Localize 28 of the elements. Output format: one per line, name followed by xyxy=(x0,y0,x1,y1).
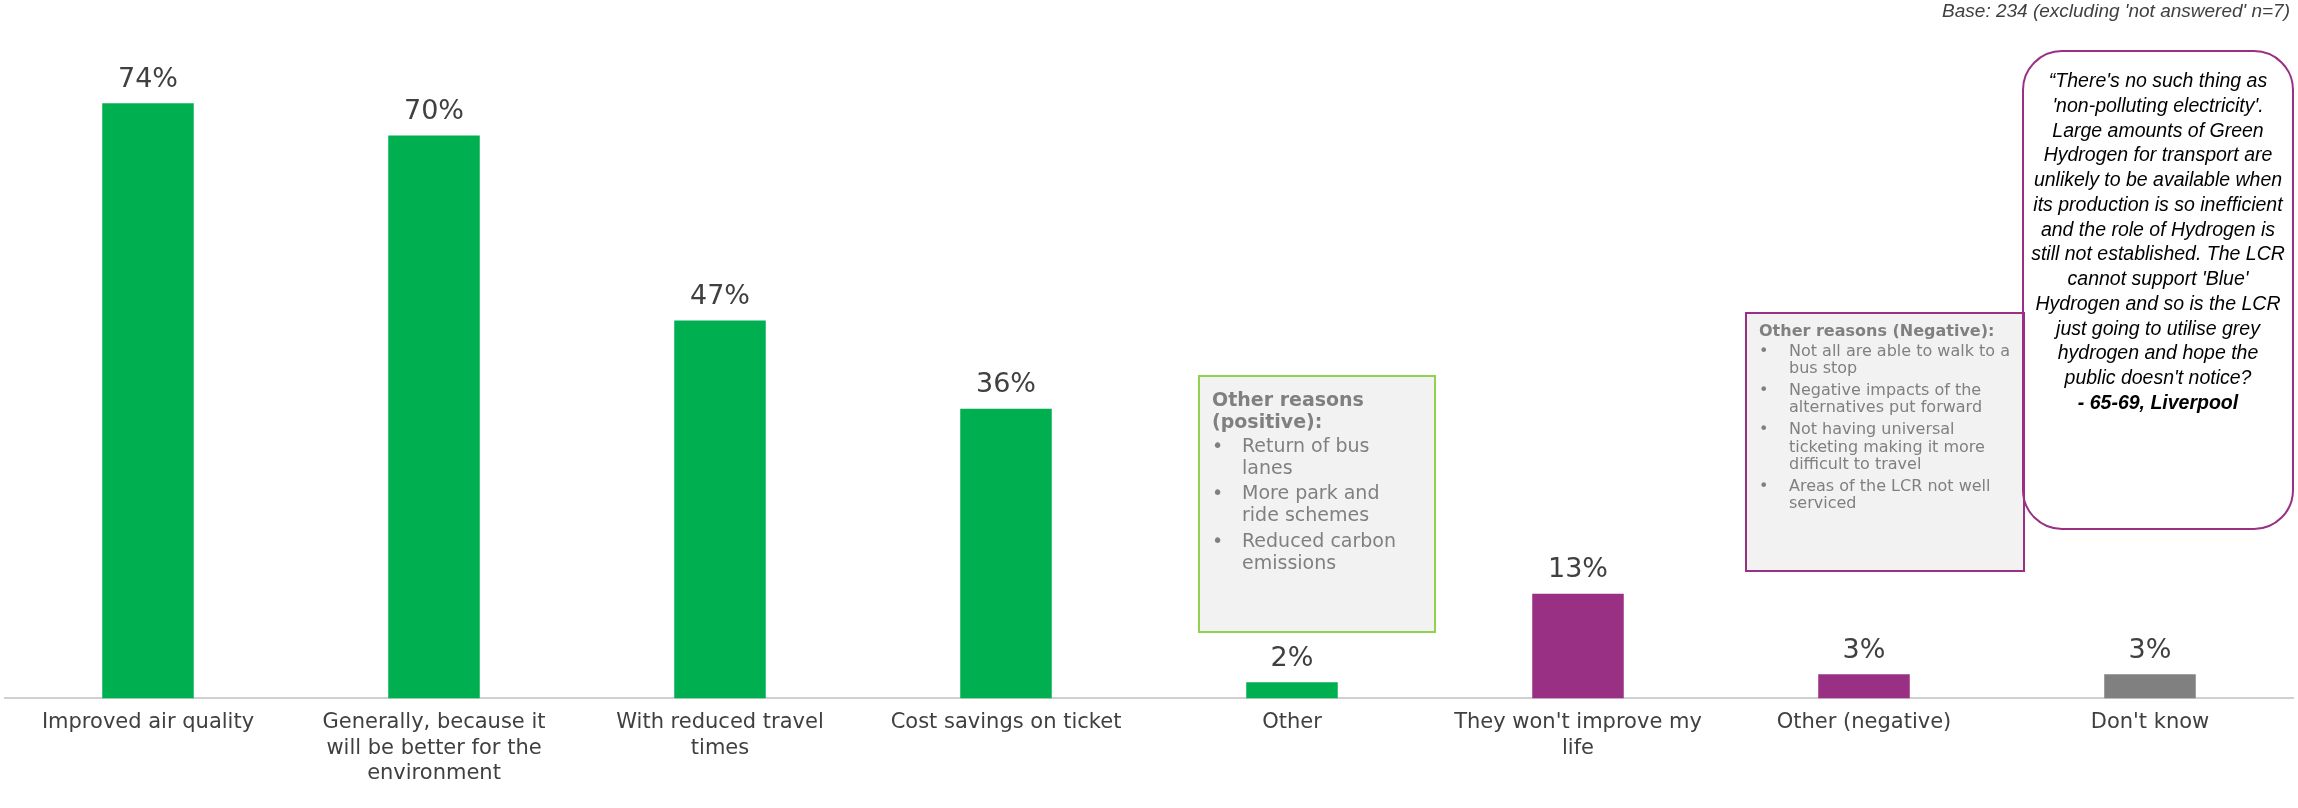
x-tick-label: Other xyxy=(1262,709,1323,734)
bar xyxy=(674,320,766,699)
x-tick-label: Improved air quality xyxy=(41,709,255,734)
x-tick-label: With reduced travel times xyxy=(616,709,824,759)
x-tick-label: Generally, because it will be better for the environment xyxy=(322,709,546,784)
quote-box: “There's no such thing as 'non-polluting electricity'. Large amounts of Green Hydrogen for transport are unlikely to be available when its production is so inefficient and the role of Hydrogen is still not established. The LCR cannot support 'Blue' Hydrogen and so is the LCR just going to utilise grey hydrogen and hope the public doesn't notice? - 65-69, Liverpool xyxy=(2022,50,2294,530)
data-label: 36% xyxy=(975,367,1037,399)
bar xyxy=(102,103,194,699)
bar xyxy=(1532,593,1624,699)
data-label: 70% xyxy=(403,93,465,125)
negative-reasons-box: Other reasons (Negative): • Not all are able to walk to a bus stop • Negative impacts of the alternatives put forward • Not having universal ticketing making it more difficult to travel • Areas of the LCR not well serviced xyxy=(1745,312,2025,572)
x-tick-label: Other (negative) xyxy=(1776,709,1952,734)
bar xyxy=(1246,682,1338,699)
x-tick-label: Don't know xyxy=(2090,709,2210,734)
x-tick-label: They won't improve my life xyxy=(1453,709,1702,759)
bar xyxy=(960,408,1052,699)
data-label: 3% xyxy=(2128,632,2172,664)
bar xyxy=(1818,674,1910,699)
text: Base: 234 (excluding 'not answered' n=7) xyxy=(1941,0,2290,22)
positive-reasons-box: Other reasons (positive): • Return of bus lanes • More park and ride schemes • Reduced carbon emissions xyxy=(1198,375,1436,633)
bar xyxy=(2104,674,2196,699)
data-label: 2% xyxy=(1270,640,1314,672)
data-label: 13% xyxy=(1547,552,1609,584)
data-label: 74% xyxy=(117,61,179,93)
data-label: 3% xyxy=(1842,632,1886,664)
x-tick-label: Cost savings on ticket xyxy=(890,709,1122,734)
bar xyxy=(388,135,480,699)
data-label: 47% xyxy=(689,278,751,310)
